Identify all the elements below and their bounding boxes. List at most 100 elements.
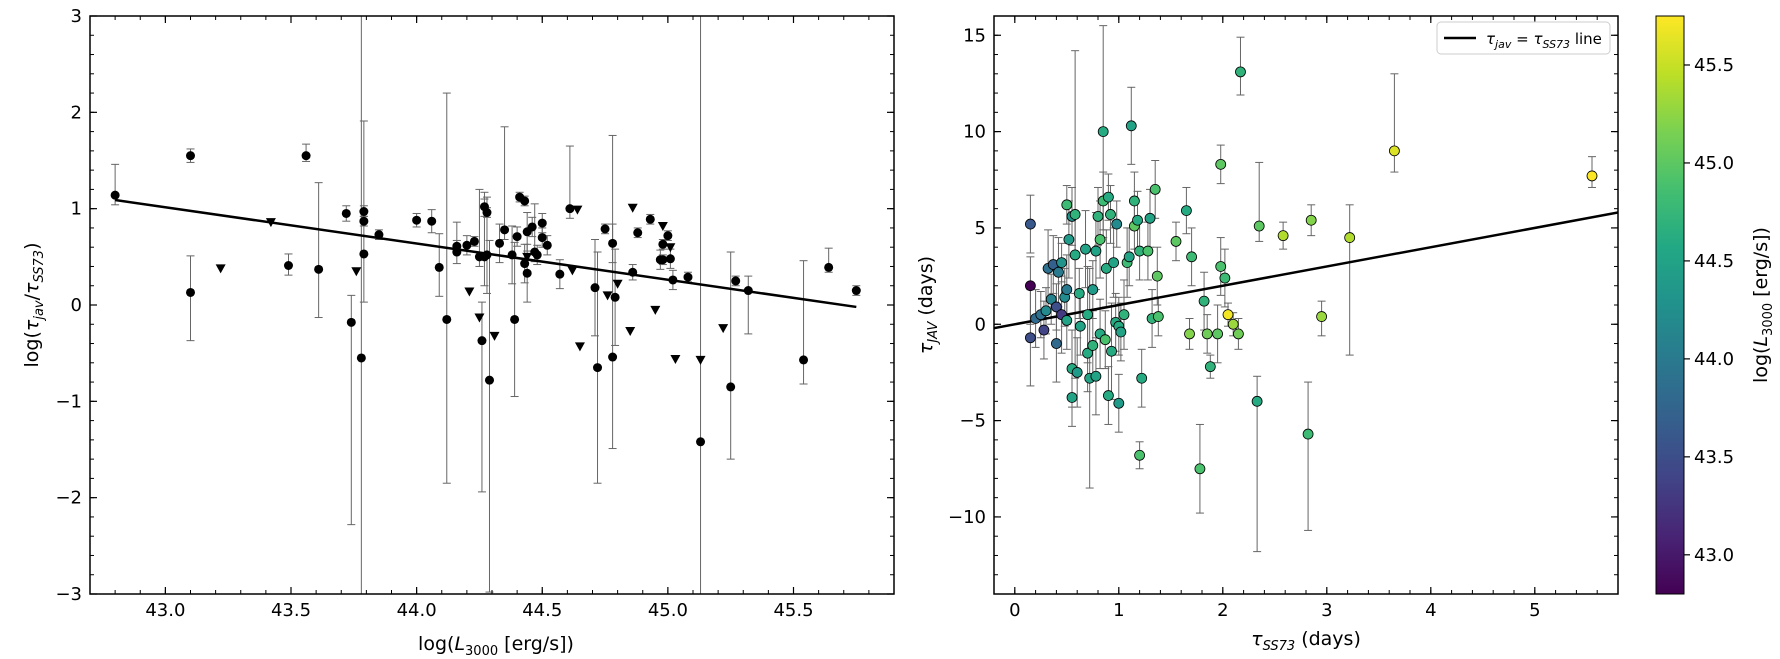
left-data-point xyxy=(555,269,565,279)
right-data-point xyxy=(1063,234,1075,245)
colorbar-ticks: 43.0 43.5 44.0 44.5 45.0 45.5 xyxy=(1684,55,1734,566)
right-data-point xyxy=(1105,209,1116,220)
right-y-axis-label: τJAV (days) xyxy=(915,256,941,354)
left-y-tick-label: −2 xyxy=(55,488,82,509)
legend-label: τjav = τSS73 line xyxy=(1486,30,1602,51)
left-data-point xyxy=(593,363,603,373)
right-y-tick-label: 0 xyxy=(975,314,986,335)
left-data-point xyxy=(314,264,324,274)
left-x-tick-label: 44.0 xyxy=(397,600,437,621)
left-x-tick-label: 43.0 xyxy=(145,600,185,621)
left-data-point xyxy=(645,214,655,224)
right-data-point xyxy=(1201,328,1213,340)
right-data-point xyxy=(1152,311,1164,322)
left-data-point xyxy=(600,224,610,234)
left-y-tick-label: 3 xyxy=(71,6,82,27)
right-data-point xyxy=(1132,214,1143,226)
right-data-point xyxy=(1053,266,1064,278)
right-data-point xyxy=(1219,272,1231,284)
left-data-point xyxy=(799,355,809,365)
left-data-point xyxy=(462,240,472,250)
colorbar-tick-label: 45.0 xyxy=(1694,153,1734,174)
left-x-tick-label: 45.5 xyxy=(773,600,813,621)
right-plot-data xyxy=(994,25,1618,553)
left-upper-limit-marker xyxy=(265,218,276,228)
right-data-point xyxy=(1113,397,1125,409)
right-data-point xyxy=(1090,370,1102,382)
left-data-point xyxy=(110,190,120,200)
right-data-point xyxy=(1129,195,1140,207)
left-data-point xyxy=(507,250,517,260)
legend: τjav = τSS73 line xyxy=(1436,21,1611,55)
left-data-point xyxy=(500,225,510,235)
left-upper-limit-marker xyxy=(474,313,485,323)
right-data-point xyxy=(1082,309,1093,321)
left-x-tick-label: 45.0 xyxy=(648,600,688,621)
right-data-point xyxy=(1051,338,1062,349)
left-axes-frame xyxy=(89,15,895,595)
right-y-tick-label: −10 xyxy=(948,507,986,528)
left-data-point xyxy=(356,353,366,363)
left-data-point xyxy=(696,437,706,447)
left-data-point xyxy=(537,218,547,228)
left-data-point xyxy=(522,268,532,278)
left-y-tick-label: 2 xyxy=(71,102,82,123)
left-data-point xyxy=(346,317,356,327)
left-upper-limit-marker xyxy=(612,279,623,289)
right-x-tick-label: 1 xyxy=(1113,600,1124,621)
left-data-point xyxy=(359,207,369,217)
left-y-tick-label: 1 xyxy=(71,199,82,220)
right-data-point xyxy=(1125,120,1137,132)
left-x-tick-label: 44.5 xyxy=(522,600,562,621)
right-data-point xyxy=(1123,251,1135,263)
right-data-point xyxy=(1040,305,1052,317)
right-data-point xyxy=(1215,158,1227,170)
left-data-point xyxy=(412,215,422,225)
colorbar-gradient xyxy=(1655,15,1685,595)
right-data-point xyxy=(1069,209,1081,220)
right-data-point xyxy=(1025,280,1036,292)
right-data-point xyxy=(1305,214,1317,226)
right-data-point xyxy=(1025,332,1036,344)
left-upper-limit-marker xyxy=(657,222,668,232)
right-data-point xyxy=(1090,245,1102,257)
left-upper-limit-marker xyxy=(627,203,638,213)
left-data-point xyxy=(683,272,693,282)
right-data-point xyxy=(1082,347,1093,359)
left-data-point xyxy=(359,216,369,226)
left-data-point xyxy=(510,314,520,324)
left-x-tick-label: 43.5 xyxy=(271,600,311,621)
left-y-tick-label: −1 xyxy=(55,391,82,412)
left-data-point xyxy=(452,247,462,257)
left-upper-limit-marker xyxy=(464,287,475,297)
left-y-tick-label: 0 xyxy=(71,295,82,316)
right-data-point xyxy=(1144,212,1156,224)
right-data-point xyxy=(1251,395,1263,407)
right-x-tick-label: 4 xyxy=(1425,600,1436,621)
right-data-point xyxy=(1170,236,1182,247)
right-y-tick-label: 15 xyxy=(963,25,986,46)
right-axis-ticks: 0 1 2 3 4 5 −10 −5 0 5 10 15 xyxy=(948,15,1619,621)
left-upper-limit-marker xyxy=(489,331,500,341)
right-data-point xyxy=(1198,295,1210,307)
right-data-point xyxy=(1134,449,1145,461)
left-data-point xyxy=(824,262,834,272)
left-upper-limit-marker xyxy=(650,305,661,315)
left-data-point xyxy=(482,250,492,260)
left-data-point xyxy=(665,254,675,264)
left-upper-limit-marker xyxy=(718,324,729,334)
left-data-point xyxy=(359,249,369,259)
right-x-tick-label: 3 xyxy=(1321,600,1332,621)
left-data-point xyxy=(658,255,668,265)
colorbar-tick-label: 43.0 xyxy=(1694,545,1734,566)
right-data-point xyxy=(1094,234,1106,245)
right-data-point xyxy=(1069,249,1081,261)
left-upper-limit-marker xyxy=(574,342,585,352)
left-data-point xyxy=(512,232,522,242)
left-data-point xyxy=(590,283,600,293)
left-data-point xyxy=(628,267,638,277)
right-data-point xyxy=(1099,334,1111,346)
right-data-point xyxy=(1066,392,1078,403)
right-data-point xyxy=(1316,311,1327,322)
colorbar-tick-label: 45.5 xyxy=(1694,55,1734,76)
